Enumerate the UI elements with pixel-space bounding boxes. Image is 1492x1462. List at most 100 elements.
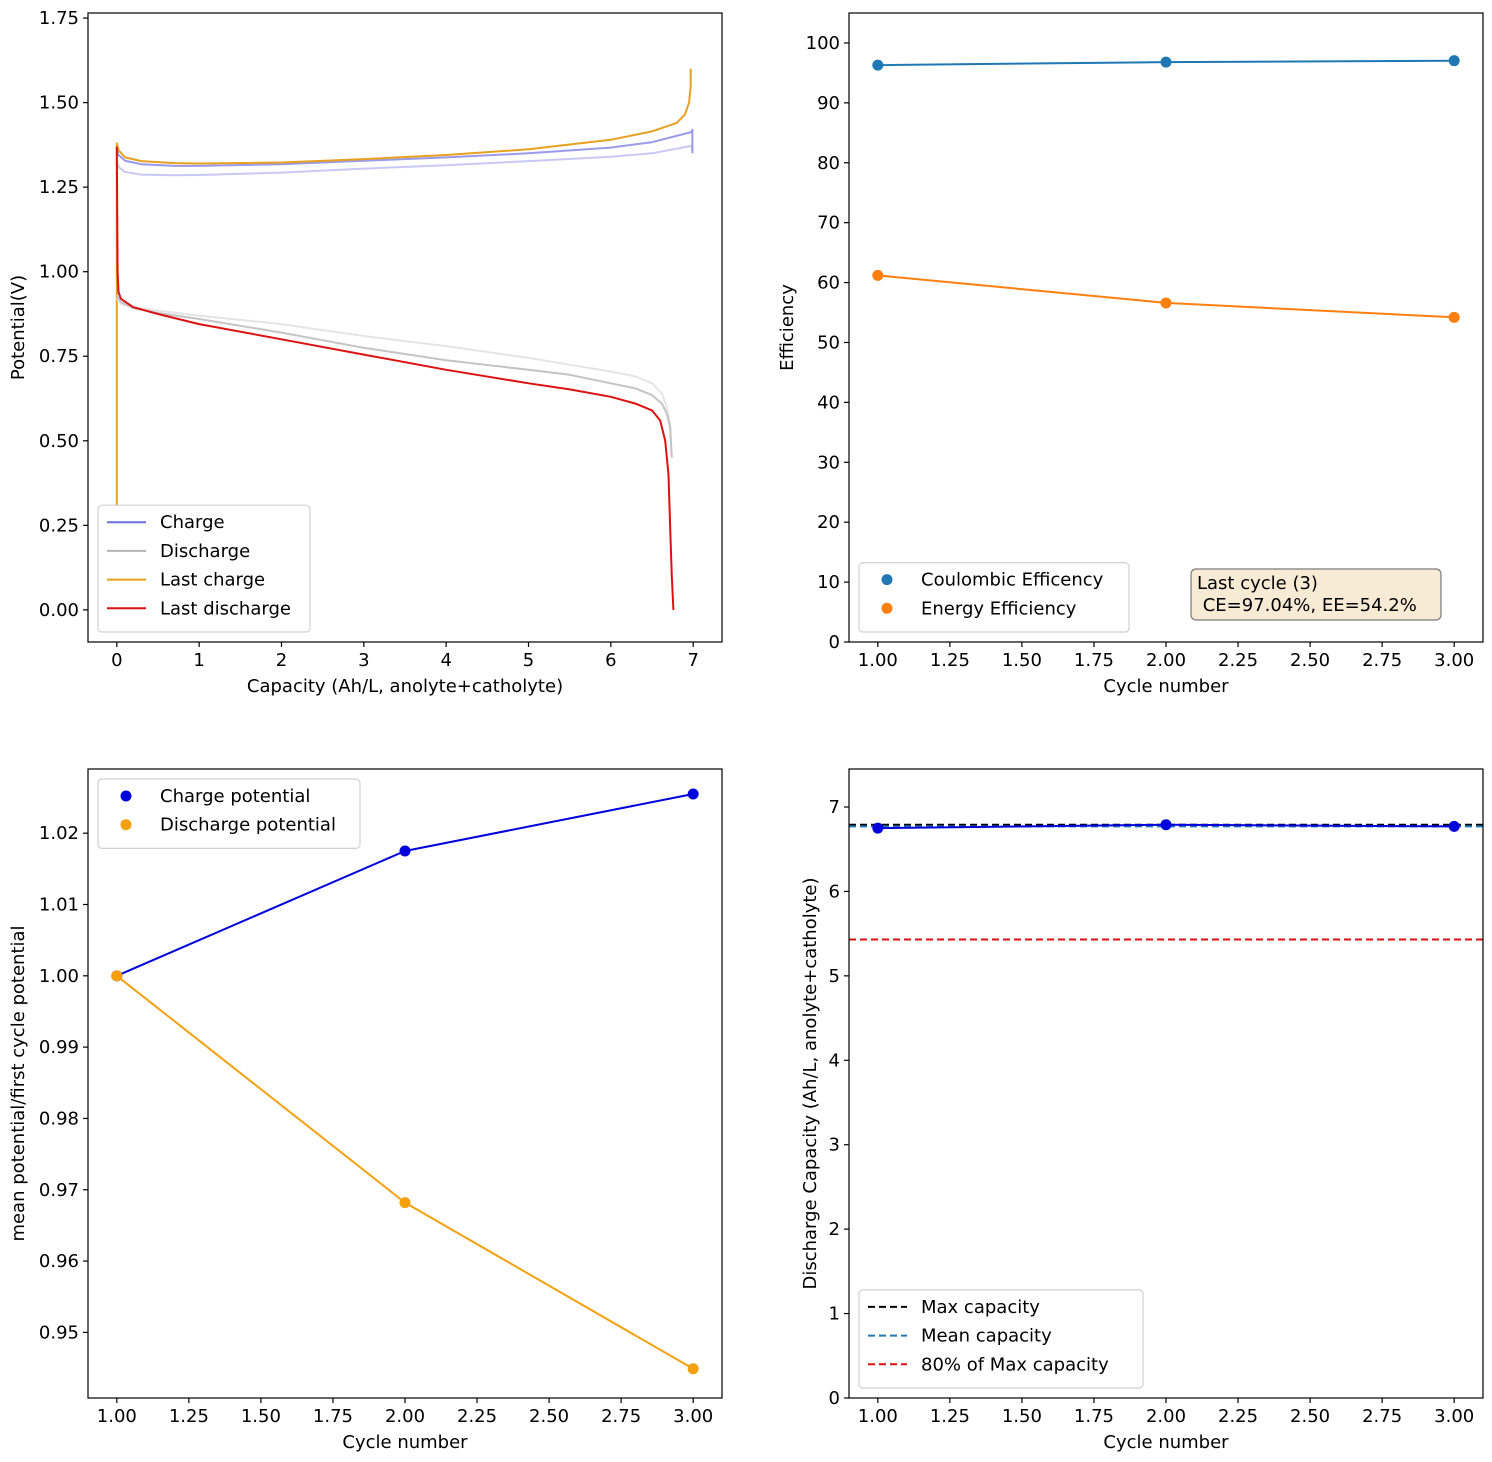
axes-frame: [87, 12, 723, 643]
x-tick-label: 2.50: [529, 1406, 569, 1427]
legend-item-last-discharge: Last discharge: [107, 598, 291, 619]
chart-efficiency: 1.00 1.25 1.50 1.75 2.00 2.25 2.50 2.75 3.00 0 10 2…: [777, 12, 1484, 697]
x-tick-label: 5: [523, 650, 534, 671]
legend: Coulombic Efficency Energy Efficiency: [858, 561, 1130, 633]
annotation-line: CE=97.04%, EE=54.2%: [1197, 595, 1417, 616]
series-line-charge-cycle-2-: [115, 128, 694, 167]
legend: Max capacity Mean capacity 80% of Max capa…: [858, 1289, 1144, 1389]
x-tick-label: 6: [605, 650, 616, 671]
series-line-last-charge: [115, 68, 692, 505]
y-tick-label: 0: [829, 632, 840, 653]
plot-area: [872, 55, 1460, 323]
x-tick-label: 3: [358, 650, 369, 671]
y-tick-label: 1.00: [39, 262, 79, 283]
x-tick-label: 2.75: [1362, 650, 1402, 671]
y-tick-label: 6: [829, 881, 840, 902]
data-point-energy-efficiency: [872, 269, 884, 281]
y-tick-label: 1.02: [39, 823, 79, 844]
y-tick-label: 1.75: [39, 8, 79, 29]
legend-item-discharge-potential: Discharge potential: [120, 815, 336, 836]
x-tick-label: 1: [193, 650, 204, 671]
x-tick-label: 0: [111, 650, 122, 671]
data-point-discharge-potential: [687, 1363, 699, 1375]
x-axis-label: Capacity (Ah/L, anolyte+catholyte): [247, 676, 563, 697]
x-tick-label: 1.50: [241, 1406, 281, 1427]
y-tick-label: 100: [806, 33, 840, 54]
series-line-charge-cycle-1-: [115, 144, 694, 177]
legend: Charge potential Discharge potential: [97, 778, 361, 850]
y-tick-label: 70: [817, 213, 840, 234]
chart-voltage-profile: 0 1 2 3 4 5 6 7 0.00 0.25 0.50 0.75 1.00 1.25 1.50 1.75…: [8, 8, 723, 697]
y-tick-label: 30: [817, 452, 840, 473]
x-tick-label: 1.50: [1002, 1406, 1042, 1427]
legend-label: Last charge: [160, 570, 265, 591]
y-tick-label: 0.50: [39, 431, 79, 452]
data-point-coulombic-efficency: [1448, 55, 1460, 67]
y-tick-label: 80: [817, 153, 840, 174]
annotation-frame: [1190, 568, 1442, 621]
x-tick-label: 3.00: [673, 1406, 713, 1427]
x-tick-label: 7: [687, 650, 698, 671]
x-tick-label: 2.75: [601, 1406, 641, 1427]
y-tick-label: 5: [829, 966, 840, 987]
legend-label: Charge: [160, 512, 225, 533]
legend-label: 80% of Max capacity: [921, 1354, 1109, 1375]
y-tick-label: 1.01: [39, 894, 79, 915]
data-point-charge-potential: [687, 788, 699, 800]
y-axis-label: Discharge Capacity (Ah/L, anolyte+cathol…: [800, 877, 821, 1289]
chart-discharge-capacity: 1.00 1.25 1.50 1.75 2.00 2.25 2.50 2.75 3.00 0 1 2 3…: [800, 768, 1484, 1453]
x-tick-label: 2.00: [385, 1406, 425, 1427]
y-tick-label: 0.25: [39, 515, 79, 536]
y-tick-label: 0.99: [39, 1037, 79, 1058]
y-tick-label: 2: [829, 1219, 840, 1240]
legend-item-charge: Charge: [107, 512, 225, 533]
legend: Charge Discharge Last charge Last discharge: [97, 504, 311, 633]
legend-marker: [881, 602, 893, 614]
legend-label: Charge potential: [160, 786, 310, 807]
y-tick-label: 0.97: [39, 1180, 79, 1201]
x-tick-label: 2.25: [1218, 650, 1258, 671]
x-tick-label: 1.00: [858, 650, 898, 671]
data-point-discharge-potential: [399, 1197, 411, 1209]
y-tick-label: 0.00: [39, 600, 79, 621]
x-tick-label: 2: [276, 650, 287, 671]
y-tick-label: 10: [817, 572, 840, 593]
y-tick-label: 3: [829, 1135, 840, 1156]
y-tick-label: 20: [817, 512, 840, 533]
data-point-discharge-capacity: [872, 822, 884, 834]
x-tick-label: 1.75: [1074, 650, 1114, 671]
x-tick-label: 1.25: [169, 1406, 209, 1427]
x-tick-label: 3.00: [1434, 1406, 1474, 1427]
legend-item-charge-potential: Charge potential: [120, 786, 310, 807]
data-point-discharge-potential: [111, 970, 123, 982]
legend-marker: [120, 819, 132, 831]
x-tick-label: 2.25: [1218, 1406, 1258, 1427]
x-tick-label: 3.00: [1434, 650, 1474, 671]
series-line-discharge-potential: [116, 975, 694, 1370]
axes-frame: [848, 12, 1484, 643]
y-axis-label: mean potential/first cycle potential: [8, 925, 29, 1241]
x-tick-label: 1.75: [1074, 1406, 1114, 1427]
series-line-last-discharge: [115, 146, 675, 610]
data-point-charge-potential: [399, 845, 411, 857]
legend-item-max-capacity: Max capacity: [868, 1297, 1040, 1318]
legend-item-coulombic-efficency: Coulombic Efficency: [881, 570, 1104, 591]
legend-item-mean-capacity: Mean capacity: [868, 1326, 1052, 1347]
annotation-line: Last cycle (3): [1197, 573, 1318, 594]
y-tick-label: 0.95: [39, 1322, 79, 1343]
x-tick-label: 2.50: [1290, 1406, 1330, 1427]
y-tick-label: 0.96: [39, 1251, 79, 1272]
data-point-coulombic-efficency: [1160, 56, 1172, 68]
legend-frame: [858, 561, 1130, 633]
legend-label: Discharge: [160, 541, 250, 562]
x-tick-label: 2.75: [1362, 1406, 1402, 1427]
y-tick-label: 50: [817, 332, 840, 353]
series-line-energy-efficiency: [877, 274, 1455, 319]
chart-mean-potential-ratio: 1.00 1.25 1.50 1.75 2.00 2.25 2.50 2.75 3.00 0.95…: [8, 768, 723, 1453]
y-axis-label: Potential(V): [8, 275, 29, 380]
y-tick-label: 4: [829, 1050, 840, 1071]
legend-item-last-charge: Last charge: [107, 570, 265, 591]
legend-frame: [97, 504, 311, 633]
legend-item-80-of-max-capacity: 80% of Max capacity: [868, 1354, 1109, 1375]
legend-frame: [97, 778, 361, 850]
